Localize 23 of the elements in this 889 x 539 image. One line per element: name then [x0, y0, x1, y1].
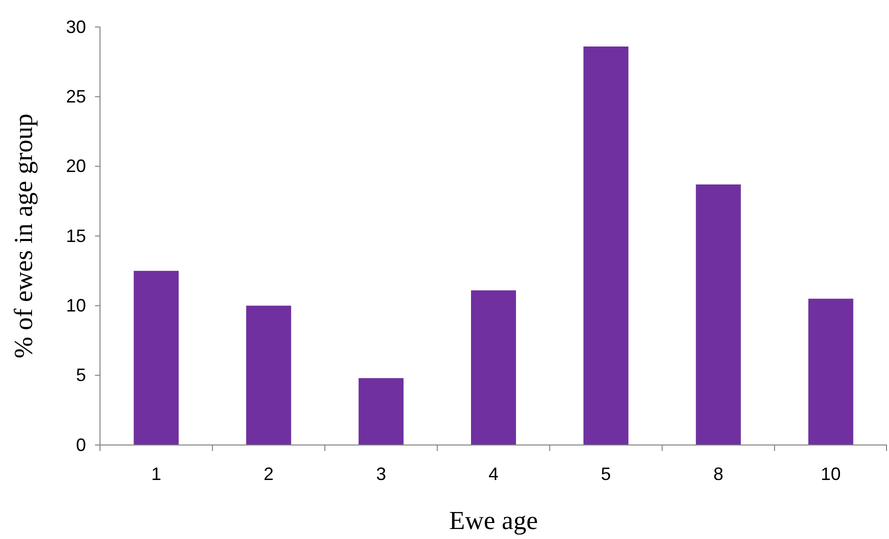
bar [246, 306, 292, 445]
bar [358, 378, 404, 445]
bar [696, 184, 741, 445]
y-tick-label: 15 [66, 226, 86, 246]
bar [583, 46, 628, 445]
y-tick-label: 30 [66, 16, 86, 37]
x-tick-label: 4 [488, 464, 499, 484]
y-tick-label: 0 [76, 434, 86, 455]
x-tick-label: 8 [713, 464, 724, 484]
bar [808, 298, 854, 445]
x-tick-label: 2 [264, 464, 274, 484]
y-tick-label: 10 [66, 295, 86, 316]
y-tick-label: 20 [66, 156, 86, 176]
x-tick-label: 5 [600, 464, 611, 484]
x-tick-label: 10 [820, 464, 841, 484]
bar [134, 270, 179, 445]
y-tick-label: 5 [76, 365, 86, 386]
y-axis-title: % of ewes in age group [9, 114, 38, 358]
y-tick-label: 25 [66, 86, 86, 106]
x-tick-label: 1 [151, 464, 162, 484]
x-tick-label: 3 [376, 464, 386, 484]
bar [471, 290, 516, 445]
x-axis-title: Ewe age [449, 506, 538, 535]
